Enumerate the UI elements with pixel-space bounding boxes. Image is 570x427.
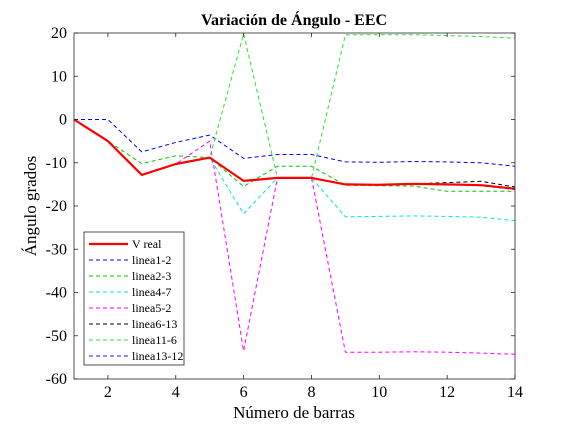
y-tick-label: 10	[51, 68, 67, 85]
legend-label-4: linea5-2	[132, 301, 171, 315]
series-layer	[73, 33, 516, 355]
y-axis-label: Ángulo grados	[21, 156, 40, 257]
x-tick-label: 8	[307, 384, 315, 401]
series-line-2	[73, 119, 515, 192]
y-tick-label: -40	[46, 285, 67, 302]
legend-label-5: linea6-13	[132, 317, 177, 331]
x-tick-label: 6	[240, 384, 248, 401]
legend-label-2: linea2-3	[132, 269, 171, 283]
y-tick-label: -30	[46, 241, 67, 258]
legend-label-6: linea11-6	[132, 333, 177, 347]
legend-box	[83, 231, 185, 366]
x-tick-label: 14	[507, 384, 523, 401]
chart-title: Variación de Ángulo - EEC	[201, 10, 387, 29]
y-tick-label: 0	[59, 112, 67, 129]
legend: V real linea1-2 linea2-3 linea4-7 linea5-2 li…	[83, 231, 185, 366]
series-line-0	[73, 118, 516, 190]
y-tick-label: -10	[46, 155, 67, 172]
x-axis-label: Número de barras	[233, 403, 355, 422]
legend-label-7: linea13-12	[132, 349, 183, 363]
x-tick-label: 12	[439, 384, 455, 401]
x-tick-label: 4	[172, 384, 180, 401]
legend-label-3: linea4-7	[132, 285, 171, 299]
series-line-1	[74, 119, 516, 167]
legend-label-0: V real	[132, 237, 162, 251]
y-tick-label: -60	[46, 371, 67, 388]
x-tick-label: 2	[104, 384, 112, 401]
tick-layer: 2 4 6 8 10 12 14 20 10 0 -10 -20 -30 -40 -50 -60	[46, 25, 523, 401]
legend-label-1: linea1-2	[132, 253, 171, 267]
x-tick-label: 10	[371, 384, 387, 401]
y-tick-label: -50	[46, 328, 67, 345]
y-tick-label: 20	[51, 25, 67, 42]
y-tick-label: -20	[46, 198, 67, 215]
